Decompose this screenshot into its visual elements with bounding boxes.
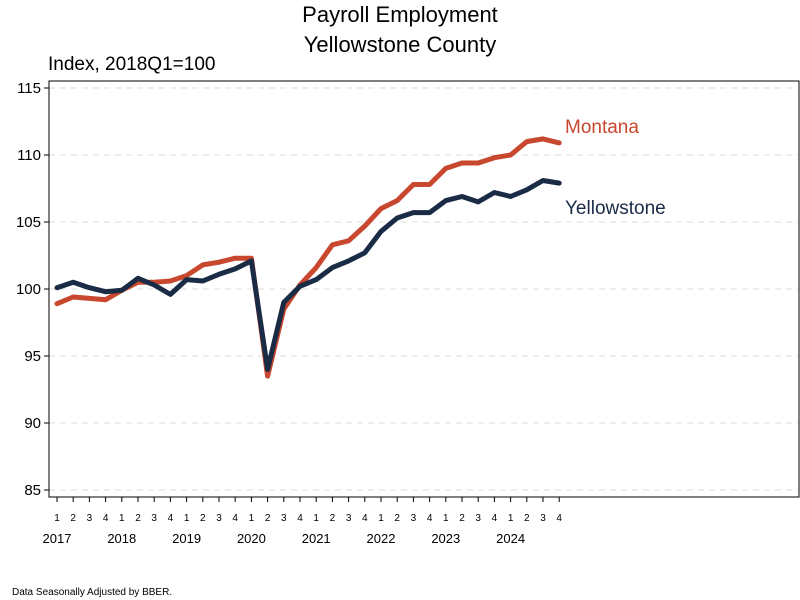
footnote: Data Seasonally Adjusted by BBER. — [12, 587, 172, 598]
series-lines — [54, 136, 562, 379]
x-quarter-label: 4 — [168, 513, 174, 524]
x-quarter-label: 2 — [459, 513, 465, 524]
series-labels: Montana Yellowstone — [565, 117, 666, 219]
y-tick-label: 115 — [17, 80, 41, 97]
x-year-label: 2018 — [107, 531, 136, 546]
x-quarter-label: 1 — [54, 513, 60, 524]
series-label-montana: Montana — [565, 117, 639, 138]
x-quarter-label: 1 — [508, 513, 514, 524]
x-quarter-label: 3 — [216, 513, 222, 524]
series-line-montana — [54, 136, 562, 379]
x-year-label: 2023 — [431, 531, 460, 546]
x-quarter-label: 1 — [184, 513, 190, 524]
x-quarter-label: 4 — [232, 513, 238, 524]
x-quarter-label: 4 — [556, 513, 562, 524]
x-quarter-label: 4 — [492, 513, 498, 524]
chart-title: Payroll Employment — [302, 2, 498, 27]
x-quarter-label: 2 — [200, 513, 206, 524]
x-quarter-label: 3 — [281, 513, 287, 524]
y-tick-label: 105 — [16, 214, 41, 231]
x-quarter-label: 4 — [103, 513, 109, 524]
x-quarter-label: 3 — [151, 513, 157, 524]
x-year-label: 2021 — [302, 531, 331, 546]
x-quarter-label: 3 — [475, 513, 481, 524]
y-tick-label: 90 — [24, 415, 41, 432]
x-quarter-label: 4 — [362, 513, 368, 524]
x-quarter-label: 2 — [135, 513, 141, 524]
y-tick-label: 95 — [24, 348, 41, 365]
x-quarter-label: 1 — [378, 513, 384, 524]
x-quarter-label: 3 — [346, 513, 352, 524]
x-year-label: 2019 — [172, 531, 201, 546]
x-quarter-label: 4 — [297, 513, 303, 524]
x-quarter-label: 1 — [249, 513, 255, 524]
y-axis-label: Index, 2018Q1=100 — [48, 54, 215, 75]
x-quarter-label: 3 — [411, 513, 417, 524]
x-quarter-label: 2 — [394, 513, 400, 524]
x-quarter-label: 3 — [87, 513, 93, 524]
x-year-label: 2020 — [237, 531, 266, 546]
x-quarter-label: 4 — [427, 513, 433, 524]
x-year-label: 2024 — [496, 531, 525, 546]
x-quarter-label: 1 — [313, 513, 319, 524]
x-quarter-label: 1 — [119, 513, 125, 524]
series-line-yellowstone — [54, 178, 562, 372]
x-quarter-label: 2 — [524, 513, 530, 524]
x-quarter-label: 1 — [443, 513, 449, 524]
series-label-yellowstone: Yellowstone — [565, 198, 666, 219]
x-year-label: 2022 — [367, 531, 396, 546]
x-quarter-label: 3 — [540, 513, 546, 524]
x-quarter-label: 2 — [70, 513, 76, 524]
x-quarter-label: 2 — [265, 513, 271, 524]
x-quarter-label: 2 — [330, 513, 336, 524]
y-tick-label: 85 — [24, 482, 41, 499]
chart-subtitle: Yellowstone County — [304, 32, 496, 57]
x-year-label: 2017 — [43, 531, 72, 546]
y-tick-label: 100 — [16, 281, 41, 298]
y-tick-label: 110 — [17, 147, 41, 164]
